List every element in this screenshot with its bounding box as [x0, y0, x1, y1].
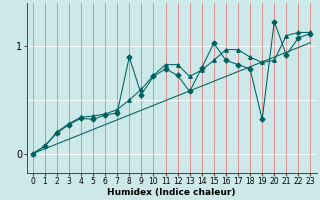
X-axis label: Humidex (Indice chaleur): Humidex (Indice chaleur) — [107, 188, 236, 197]
